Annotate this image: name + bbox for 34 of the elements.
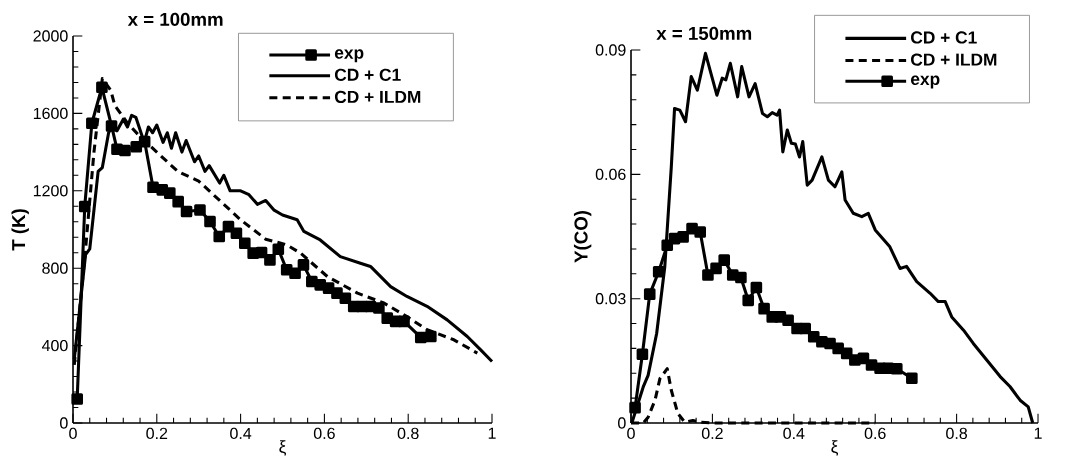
y-tick-label: 0.09 xyxy=(595,44,626,56)
x-tick-label: 0.6 xyxy=(864,427,886,440)
y-axis-title: T (K) xyxy=(11,209,29,251)
legend-label: CD + ILDM xyxy=(334,90,421,104)
x-tick-label: 0 xyxy=(69,427,77,440)
y-tick-label: 400 xyxy=(41,339,68,352)
x-axis-title: ξ xyxy=(279,440,287,456)
y-tick-label: 1600 xyxy=(33,107,68,120)
chart-title: x = 100mm xyxy=(127,12,223,26)
x-tick-label: 0.2 xyxy=(146,427,168,440)
legend-label: CD + ILDM xyxy=(911,53,997,66)
legend-label: exp xyxy=(910,75,940,89)
legend-label: CD + C1 xyxy=(911,31,977,44)
y-tick-label: 0.06 xyxy=(595,168,626,180)
x-tick-label: 0.4 xyxy=(783,427,805,440)
x-tick-label: 0.8 xyxy=(946,427,968,440)
y-tick-label: 0.03 xyxy=(595,293,626,305)
y-tick-label: 1200 xyxy=(33,185,68,197)
x-tick-label: 0 xyxy=(627,427,635,440)
y-tick-label: 800 xyxy=(42,262,68,274)
x-tick-label: 0.2 xyxy=(701,427,723,440)
chart-title: x = 150mm xyxy=(656,26,752,40)
x-tick-label: 0.6 xyxy=(313,427,335,440)
y-tick-label: 0 xyxy=(618,417,626,429)
x-tick-label: 1 xyxy=(488,427,496,439)
y-axis-title: Y(CO) xyxy=(573,210,592,263)
x-tick-label: 1 xyxy=(1034,427,1042,439)
legend-label: CD + C1 xyxy=(334,68,401,81)
y-tick-label: 0 xyxy=(60,417,68,429)
x-tick-label: 0.4 xyxy=(230,427,252,440)
x-tick-label: 0.8 xyxy=(397,427,419,440)
y-tick-label: 2000 xyxy=(33,30,68,42)
legend-label: exp xyxy=(334,49,364,63)
x-axis-title: ξ xyxy=(831,440,839,456)
